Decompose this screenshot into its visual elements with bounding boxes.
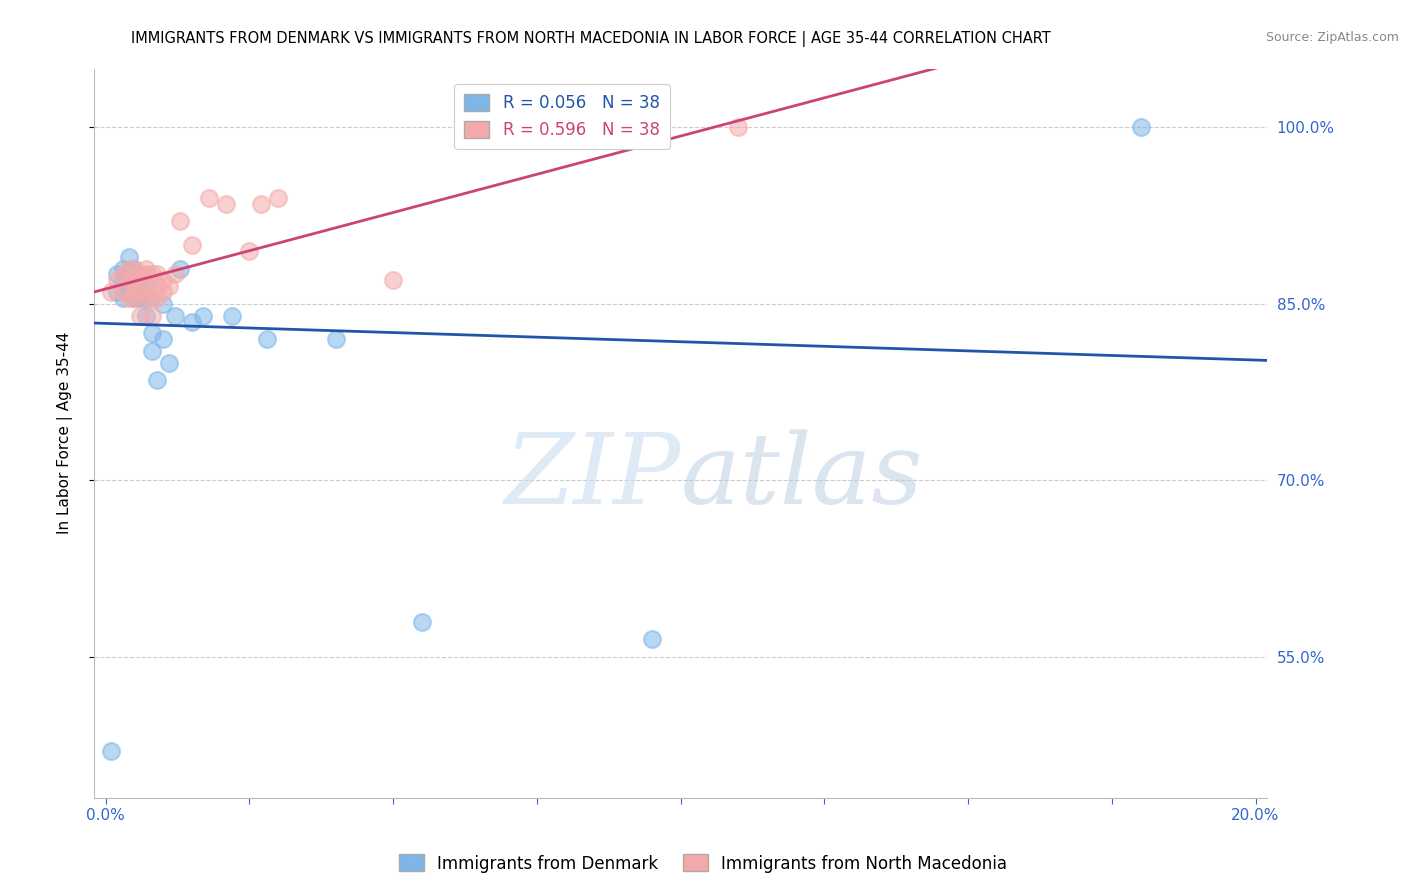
Point [135, 261, 157, 276]
Point [117, 273, 139, 287]
Point [122, 285, 145, 299]
Point [117, 273, 139, 287]
Point [117, 268, 139, 282]
Point [100, 744, 122, 758]
Point [641, 632, 664, 647]
Point [141, 343, 163, 358]
Point [238, 244, 260, 258]
Point [117, 250, 139, 264]
Point [105, 268, 128, 282]
Point [163, 268, 186, 282]
Point [111, 285, 134, 299]
Point [135, 291, 157, 305]
Point [221, 309, 243, 323]
Point [215, 197, 238, 211]
Point [157, 356, 180, 370]
Point [135, 309, 157, 323]
Point [100, 285, 122, 299]
Point [122, 268, 145, 282]
Point [146, 291, 169, 305]
Point [129, 285, 152, 299]
Point [163, 309, 186, 323]
Point [411, 615, 433, 629]
Point [129, 291, 152, 305]
Point [193, 309, 215, 323]
Point [129, 268, 152, 282]
Point [135, 279, 157, 293]
Legend: Immigrants from Denmark, Immigrants from North Macedonia: Immigrants from Denmark, Immigrants from… [392, 847, 1014, 880]
Point [382, 273, 405, 287]
Point [141, 291, 163, 305]
Point [146, 268, 169, 282]
Point [122, 291, 145, 305]
Point [169, 214, 191, 228]
Point [111, 268, 134, 282]
Point [122, 291, 145, 305]
Point [122, 273, 145, 287]
Text: IMMIGRANTS FROM DENMARK VS IMMIGRANTS FROM NORTH MACEDONIA IN LABOR FORCE | AGE : IMMIGRANTS FROM DENMARK VS IMMIGRANTS FR… [131, 31, 1050, 47]
Point [141, 309, 163, 323]
Point [105, 285, 128, 299]
Point [135, 279, 157, 293]
Point [111, 291, 134, 305]
Point [152, 332, 174, 346]
Point [129, 273, 152, 287]
Point [141, 326, 163, 341]
Y-axis label: In Labor Force | Age 35-44: In Labor Force | Age 35-44 [58, 332, 73, 534]
Point [111, 261, 134, 276]
Point [122, 261, 145, 276]
Point [105, 273, 128, 287]
Point [117, 285, 139, 299]
Point [152, 273, 174, 287]
Text: ZIP: ZIP [505, 429, 681, 524]
Point [325, 332, 347, 346]
Text: atlas: atlas [681, 429, 924, 524]
Point [169, 261, 191, 276]
Point [256, 332, 278, 346]
Point [1129, 120, 1152, 135]
Point [135, 291, 157, 305]
Point [117, 291, 139, 305]
Point [129, 268, 152, 282]
Point [180, 238, 202, 252]
Point [117, 261, 139, 276]
Point [146, 279, 169, 293]
Point [152, 297, 174, 311]
Point [180, 314, 202, 328]
Point [129, 273, 152, 287]
Point [267, 191, 290, 205]
Point [198, 191, 221, 205]
Legend: R = 0.056   N = 38, R = 0.596   N = 38: R = 0.056 N = 38, R = 0.596 N = 38 [454, 84, 669, 149]
Point [111, 273, 134, 287]
Point [152, 285, 174, 299]
Point [146, 373, 169, 387]
Point [157, 279, 180, 293]
Point [122, 261, 145, 276]
Point [249, 197, 271, 211]
Point [129, 285, 152, 299]
Text: Source: ZipAtlas.com: Source: ZipAtlas.com [1265, 31, 1399, 45]
Point [129, 309, 152, 323]
Point [141, 268, 163, 282]
Point [727, 120, 749, 135]
Point [122, 285, 145, 299]
Point [122, 279, 145, 293]
Point [135, 268, 157, 282]
